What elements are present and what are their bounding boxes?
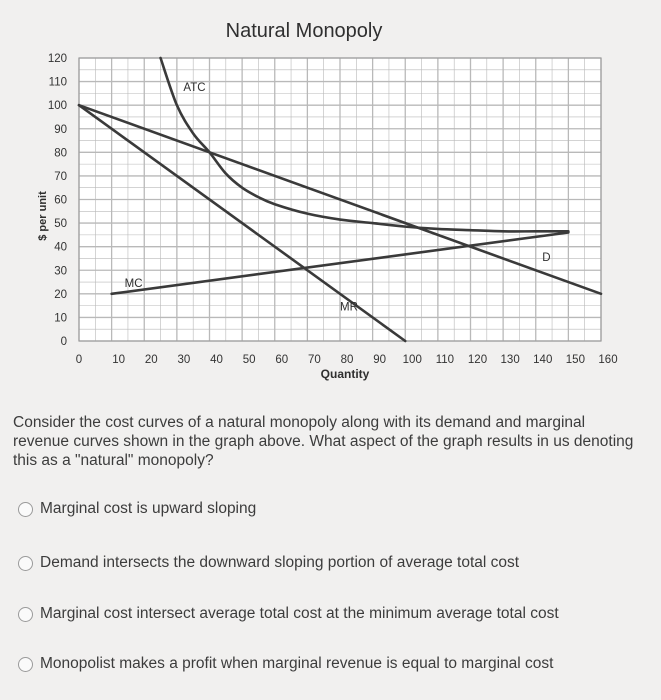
y-tick-label: 50	[54, 218, 67, 230]
curve-label-mc: MC	[125, 278, 143, 290]
y-tick-label: 10	[54, 312, 67, 324]
x-tick-label: 140	[533, 354, 552, 366]
x-tick-label: 0	[76, 354, 82, 366]
curve-labels: ATC MC MR D	[125, 82, 551, 313]
curve-label-atc: ATC	[183, 82, 205, 94]
y-tick-label: 60	[54, 195, 67, 207]
option-demand-intersects-atc[interactable]: Demand intersects the downward sloping p…	[18, 554, 519, 572]
x-tick-label: 130	[501, 354, 520, 366]
option-profit-mr-mc[interactable]: Monopolist makes a profit when marginal …	[18, 655, 553, 673]
chart-title: Natural Monopoly	[226, 20, 383, 42]
x-tick-label: 30	[177, 354, 190, 366]
x-tick-label: 110	[436, 354, 454, 366]
curve-d	[77, 103, 603, 296]
x-tick-label: 80	[341, 354, 354, 366]
y-tick-label: 80	[54, 147, 67, 159]
x-tick-label: 150	[566, 354, 585, 366]
question-text: Consider the cost curves of a natural mo…	[13, 414, 634, 469]
curves	[77, 56, 603, 343]
x-tick-label: 60	[275, 354, 288, 366]
x-tick-label: 70	[308, 354, 321, 366]
grid	[78, 57, 602, 342]
option-mc-upward[interactable]: Marginal cost is upward sloping	[18, 500, 256, 518]
curve-mc	[110, 231, 570, 296]
y-tick-label: 110	[49, 77, 67, 89]
y-tick-label: 90	[54, 124, 67, 136]
radio-button[interactable]	[18, 501, 33, 517]
y-tick-labels: 0 10 20 30 40 50 60 70 80 90 100 110 120	[48, 53, 67, 348]
y-tick-label: 120	[48, 53, 67, 65]
curve-label-d: D	[542, 252, 550, 264]
option-label: Monopolist makes a profit when marginal …	[40, 655, 554, 672]
y-tick-label: 70	[54, 171, 67, 183]
x-tick-label: 40	[210, 354, 223, 366]
x-tick-label: 120	[468, 354, 487, 366]
x-tick-label: 50	[243, 354, 256, 366]
option-label: Demand intersects the downward sloping p…	[40, 554, 520, 571]
x-tick-label: 20	[145, 354, 158, 366]
radio-button[interactable]	[18, 656, 33, 672]
option-label: Marginal cost intersect average total co…	[40, 605, 559, 622]
y-tick-label: 30	[54, 265, 67, 277]
y-tick-label: 100	[48, 100, 67, 112]
x-tick-label: 160	[598, 354, 617, 366]
x-tick-label: 90	[373, 354, 386, 366]
radio-button[interactable]	[18, 555, 33, 571]
y-axis-label: $ per unit	[37, 191, 49, 241]
curve-mr	[77, 103, 407, 343]
curve-atc	[159, 56, 570, 233]
x-tick-labels: 0 10 20 30 40 50 60 70 80 90 100 110 120 130 140 150 160	[76, 354, 618, 366]
plot-border	[78, 57, 602, 342]
x-tick-label: 100	[403, 354, 422, 366]
y-tick-label: 40	[54, 242, 67, 254]
x-tick-label: 10	[112, 354, 125, 366]
radio-button[interactable]	[18, 606, 33, 622]
y-tick-label: 0	[61, 336, 67, 348]
x-axis-label: Quantity	[321, 367, 370, 381]
option-label: Marginal cost is upward sloping	[40, 500, 257, 517]
natural-monopoly-chart: Natural Monopoly 01020304050607080901001…	[37, 20, 618, 381]
y-tick-label: 20	[54, 289, 67, 301]
curve-label-mr: MR	[340, 301, 358, 313]
option-mc-intersect-atc-min[interactable]: Marginal cost intersect average total co…	[18, 605, 559, 623]
